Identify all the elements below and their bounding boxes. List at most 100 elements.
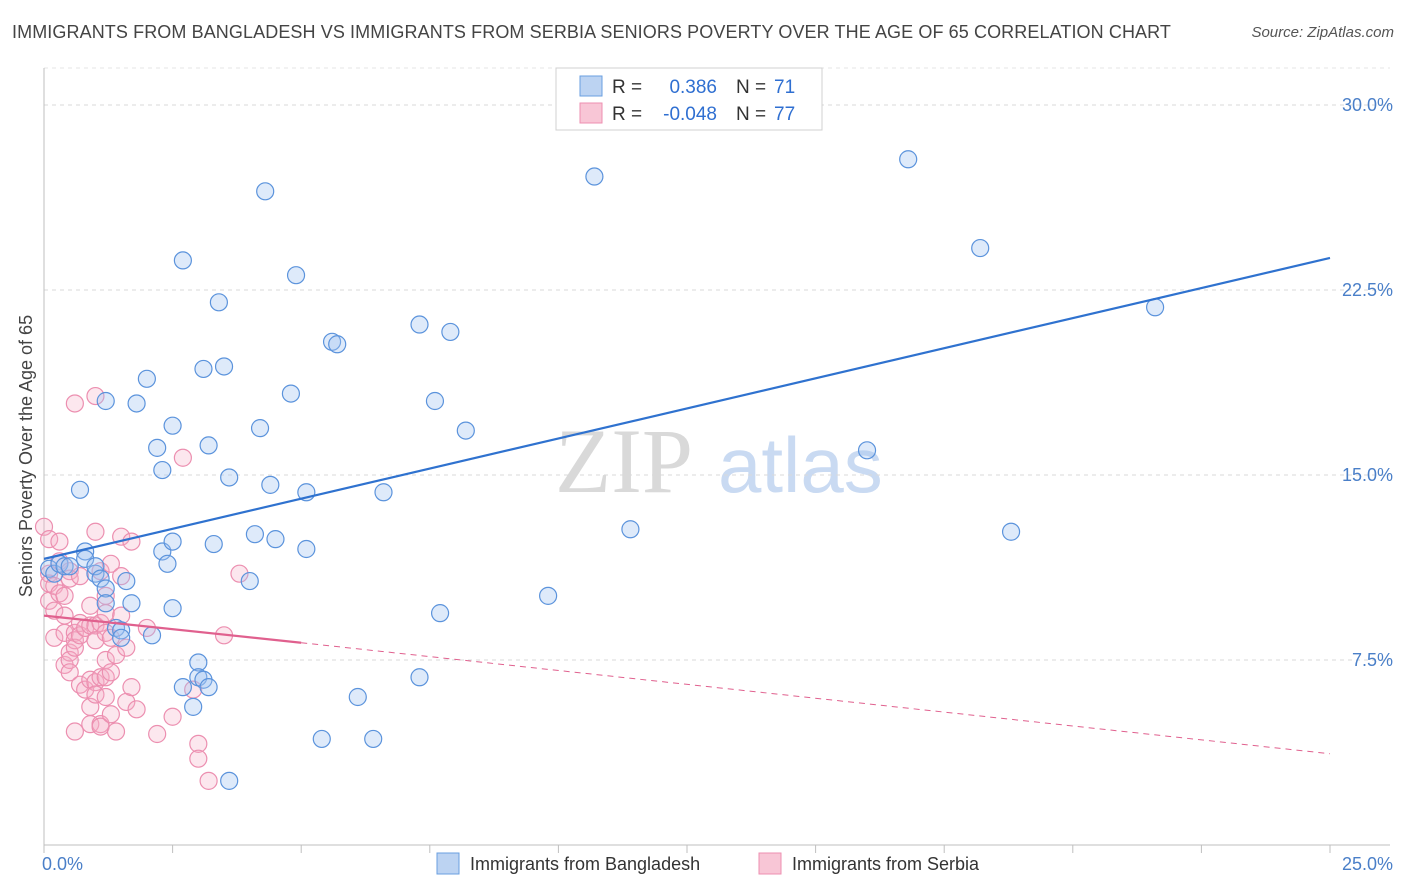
serbia-point (76, 680, 95, 699)
axes (43, 68, 1390, 846)
bangladesh-point (266, 530, 285, 549)
bangladesh-point (70, 480, 90, 499)
legend-r-value-1: 0.386 (669, 77, 717, 98)
bangladesh-point (430, 604, 450, 623)
y-tick-label: 30.0% (1342, 95, 1393, 115)
bangladesh-point (364, 729, 383, 749)
watermark-atlas: atlas (718, 421, 883, 509)
bangladesh-point (96, 579, 115, 598)
bangladesh-point (184, 697, 203, 716)
serbia-point (65, 394, 84, 413)
serbia-point (96, 668, 115, 687)
serbia-point (86, 386, 105, 406)
bangladesh-point (456, 421, 475, 440)
source-label: Source: ZipAtlas.com (1251, 24, 1394, 41)
bangladesh-point (91, 569, 110, 588)
serbia-point (127, 700, 146, 719)
serbia-point (96, 687, 115, 707)
bangladesh-point (158, 554, 177, 573)
serbia-point (45, 601, 64, 620)
bangladesh-point (194, 359, 213, 379)
trend-lines (43, 256, 1331, 755)
serbia-point (189, 749, 208, 768)
legend-r-label-1: R = (612, 77, 642, 98)
bottom-legend-label-blue: Immigrants from Bangladesh (470, 854, 700, 874)
serbia-point (65, 631, 84, 650)
bangladesh-point (585, 167, 604, 186)
bangladesh-point (40, 559, 59, 578)
serbia-point (86, 673, 105, 692)
serbia-point (173, 448, 192, 467)
serbia-point (106, 722, 126, 741)
serbia-point (86, 631, 105, 650)
legend-n-value-2: 77 (774, 104, 795, 125)
serbia-point (148, 724, 167, 744)
legend-n-value-1: 71 (774, 77, 795, 98)
bangladesh-point (374, 483, 393, 502)
x-ticks (43, 845, 1331, 853)
bangladesh-point (163, 416, 182, 435)
bottom-legend-swatch-blue (436, 852, 460, 875)
legend-r-label-2: R = (612, 104, 642, 125)
bangladesh-point (245, 525, 265, 544)
x-tick-label-max: 25.0% (1342, 854, 1393, 874)
chart-title: IMMIGRANTS FROM BANGLADESH VS IMMIGRANTS… (12, 22, 1172, 42)
serbia-point (55, 623, 74, 642)
serbia-point (86, 522, 105, 541)
bangladesh-point (220, 468, 239, 487)
bangladesh-point (112, 628, 131, 647)
serbia-point (70, 675, 90, 694)
y-tick-labels: 7.5% 15.0% 22.5% 30.0% (1342, 95, 1393, 670)
bangladesh-point (297, 539, 316, 559)
legend-swatch-pink (579, 102, 603, 124)
watermark-zip: ZIP (555, 410, 693, 512)
bangladesh-point (112, 621, 131, 640)
bangladesh-point (971, 238, 990, 258)
bangladesh-point (240, 571, 259, 591)
bangladesh-point (173, 678, 192, 697)
bangladesh-point (281, 384, 301, 403)
serbia-point (117, 638, 136, 657)
bangladesh-point (1001, 522, 1021, 541)
bangladesh-point (96, 594, 115, 613)
y-axis-label: Seniors Poverty Over the Age of 65 (16, 315, 36, 597)
bangladesh-point (163, 599, 182, 618)
legend-n-label-1: N = (736, 77, 766, 98)
bangladesh-point (142, 626, 162, 645)
y-tick-label: 7.5% (1352, 650, 1393, 670)
serbia-point (189, 734, 208, 753)
serbia-point (65, 722, 84, 741)
bangladesh-point (60, 557, 79, 576)
bangladesh-point (286, 266, 306, 285)
bangladesh-point (857, 441, 877, 460)
bangladesh-point (312, 729, 331, 749)
correlation-legend: R = 0.386 N = 71 R = -0.048 N = 77 (555, 67, 823, 131)
bangladesh-point (256, 182, 275, 201)
bangladesh-point (199, 678, 218, 697)
serbia-point (163, 707, 182, 726)
bangladesh-point (328, 335, 347, 354)
bottom-legend-swatch-pink (758, 852, 782, 875)
serbia-point (55, 606, 74, 625)
serbia-point (122, 678, 141, 697)
serbia-point (60, 663, 79, 682)
bangladesh-point (55, 557, 74, 576)
serbia-point (45, 628, 64, 647)
bottom-legend-label-pink: Immigrants from Serbia (792, 854, 980, 874)
bangladesh-point (122, 594, 141, 613)
bangladesh-point (96, 391, 115, 411)
x-tick-label-min: 0.0% (42, 854, 83, 874)
bangladesh-point (189, 653, 208, 672)
bangladesh-point (348, 687, 367, 707)
bangladesh-point (261, 475, 280, 494)
bangladesh-point (209, 293, 228, 312)
bangladesh-point (441, 322, 460, 342)
bangladesh-point (153, 460, 172, 480)
bangladesh-point (410, 315, 429, 334)
series-legend: Immigrants from Bangladesh Immigrants fr… (436, 852, 980, 875)
serbia-point (199, 771, 218, 790)
serbia-point (101, 705, 120, 724)
bangladesh-point (425, 391, 445, 411)
serbia-point (55, 586, 74, 605)
bangladesh-point (220, 771, 239, 790)
